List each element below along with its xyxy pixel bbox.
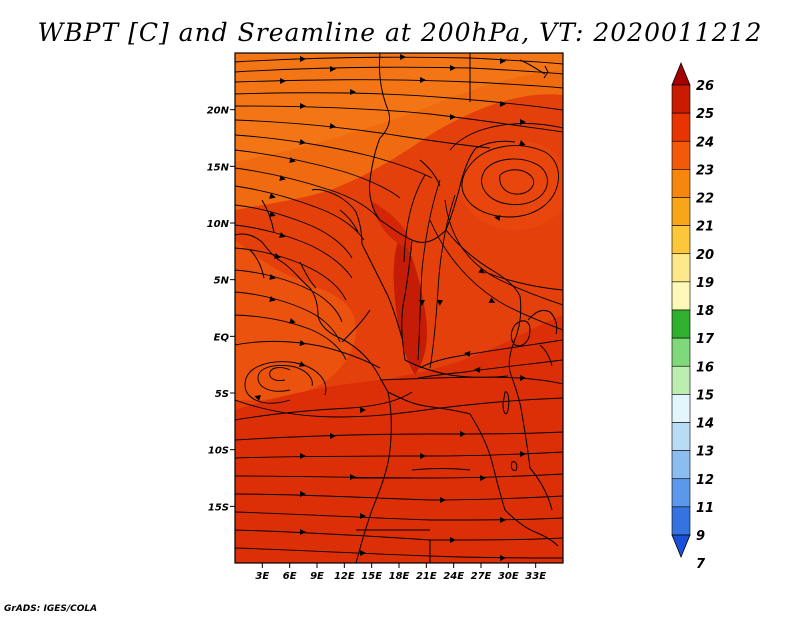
colorbar-swatch [671,112,691,142]
streamline-arrows [254,54,526,561]
colorbar-label: 22 [696,192,714,207]
lakes [502,320,531,471]
lat-axis: 20N 15N 10N 5N EQ 5S 10S 15S [207,106,235,513]
lat-tick-label: 15N [207,162,230,173]
lon-axis: 3E 6E 9E 12E 15E 18E 21E 24E 27E 30E 33E [255,563,546,582]
colorbar-swatch [671,225,691,255]
chart-title: WBPT [C] and Sreamline at 200hPa, VT: 20… [37,18,763,47]
lon-tick-label: 9E [310,571,324,582]
colorbar-label: 7 [696,557,706,572]
lat-tick-label: 10N [207,219,230,230]
colorbar-label: 19 [696,276,714,291]
lon-tick-label: 27E [471,571,492,582]
lon-tick-label: 15E [361,571,382,582]
lat-tick-label: EQ [214,332,230,343]
colorbar-label: 17 [696,332,715,347]
colorbar-label: 9 [696,529,705,544]
colorbar-label: 20 [696,248,714,263]
colorbar-label: 25 [696,107,714,122]
country-borders [235,53,559,563]
lat-tick-label: 10S [208,446,229,457]
lat-tick-label: 15S [208,502,229,513]
lon-tick-label: 33E [525,571,546,582]
lat-tick-label: 5S [215,389,229,400]
lon-tick-label: 18E [389,571,410,582]
colorbar-arrow-top [671,61,691,86]
grads-credit: GrADS: IGES/COLA [4,604,98,614]
streamlines [235,56,563,559]
colorbar-swatch [671,197,691,226]
lon-tick-label: 30E [498,571,519,582]
colorbar-label: 26 [696,79,714,94]
lon-tick-label: 12E [334,571,355,582]
map-plot-area [235,53,563,563]
colorbar-label: 12 [696,473,714,488]
colorbar-swatch [671,337,691,367]
wbpt-fill-east [460,140,563,230]
lon-tick-label: 6E [283,571,297,582]
lon-tick-label: 21E [416,571,437,582]
colorbar-label: 16 [696,360,714,375]
colorbar-label: 14 [696,417,714,432]
colorbar-label: 13 [696,445,714,460]
colorbar: 26 25 24 23 22 21 20 19 18 17 16 15 14 13 12 11 9 7 [671,61,715,572]
lat-tick-label: 5N [214,276,230,287]
lat-tick-label: 20N [207,106,230,117]
colorbar-swatch [671,84,691,114]
lon-tick-label: 24E [443,571,464,582]
lon-tick-label: 3E [255,571,269,582]
colorbar-label: 18 [696,304,714,319]
colorbar-swatch [671,422,691,451]
colorbar-swatch [671,365,691,395]
wbpt-fill-west [235,240,356,401]
colorbar-swatch [671,140,691,170]
colorbar-swatch [671,394,691,423]
colorbar-label: 23 [696,163,714,178]
colorbar-label: 11 [696,501,714,516]
colorbar-swatch [671,281,691,311]
colorbar-swatch [671,253,691,283]
colorbar-swatch [671,506,691,536]
colorbar-swatch [671,450,691,480]
colorbar-swatch [671,309,691,339]
colorbar-swatch [671,478,691,508]
colorbar-label: 24 [696,135,714,150]
colorbar-label: 15 [696,388,714,403]
wbpt-fill-core-north [370,200,412,250]
colorbar-arrow-bottom [671,534,691,559]
colorbar-swatch [671,169,691,198]
colorbar-label: 21 [696,220,714,235]
